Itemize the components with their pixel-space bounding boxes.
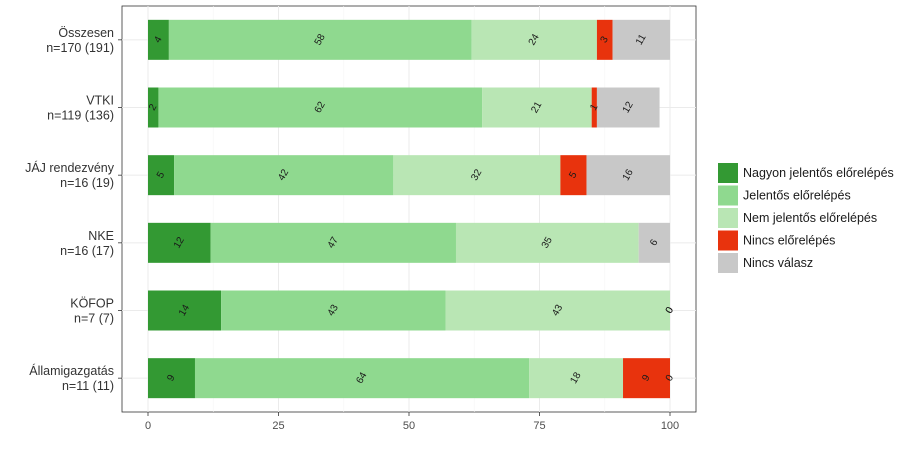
data-label: 12: [621, 100, 636, 116]
bar-segment: [148, 87, 159, 128]
bar-segment: [148, 155, 175, 196]
bar-segment: [158, 87, 483, 128]
bar-segment: [482, 87, 592, 128]
bar-segment: [221, 290, 446, 331]
x-axis: 0 25 50 75 100: [145, 412, 679, 432]
bar-segment: [210, 222, 456, 263]
data-label: 42: [276, 167, 291, 183]
data-label: 3: [599, 34, 612, 45]
data-label: 32: [469, 167, 484, 183]
legend-label: Nincs előrelépés: [743, 234, 835, 248]
legend-swatch: [718, 163, 738, 183]
bar-segment: [586, 155, 670, 196]
data-label: 21: [529, 100, 544, 116]
data-label: 64: [354, 370, 369, 386]
data-label: 0: [664, 305, 677, 316]
bar-segment: [529, 358, 624, 399]
data-label: 9: [640, 373, 653, 384]
bar-segment: [194, 358, 530, 399]
data-label: 62: [313, 100, 328, 116]
bar-segment: [148, 290, 222, 331]
bar-segment: [596, 87, 660, 128]
bar-segment: [148, 19, 169, 60]
data-label: 43: [550, 303, 565, 319]
data-label: 0: [664, 373, 677, 384]
legend-label: Nagyon jelentős előrelépés: [743, 166, 894, 180]
bar-segment: [612, 19, 670, 60]
category-label: Összesen n=170 (191): [46, 26, 114, 55]
data-label: 16: [621, 167, 636, 183]
legend-swatch: [718, 230, 738, 251]
x-tick-label: 25: [272, 420, 284, 432]
category-label: JÁJ rendezvény n=16 (19): [25, 160, 115, 190]
bar-segment: [174, 155, 394, 196]
data-label: 43: [326, 303, 341, 319]
legend: Nagyon jelentős előrelépés Jelentős előre…: [718, 163, 894, 273]
data-label: 5: [567, 170, 580, 181]
x-tick-label: 75: [533, 420, 545, 432]
bar-segment: [623, 358, 670, 399]
data-label: 5: [155, 170, 168, 181]
y-axis: Összesen n=170 (191) VTKI n=119 (136) JÁJ re…: [25, 26, 122, 393]
data-label: 0: [664, 305, 677, 316]
data-label: 1: [588, 102, 601, 113]
x-tick-label: 0: [145, 420, 151, 432]
data-label: 4: [152, 34, 165, 45]
legend-label: Nem jelentős előrelépés: [743, 211, 877, 225]
bar-segment: [393, 155, 561, 196]
category-label: KÖFOP n=7 (7): [70, 297, 114, 326]
data-label: 35: [540, 235, 555, 251]
legend-label: Nincs válasz: [743, 256, 813, 270]
bar-segment: [455, 222, 639, 263]
legend-swatch: [718, 208, 738, 228]
bar-segment: [445, 290, 670, 331]
bar-segment: [471, 19, 597, 60]
legend-label: Jelentős előrelépés: [743, 189, 851, 203]
data-label: 18: [568, 370, 583, 386]
x-tick-label: 50: [403, 420, 415, 432]
bar-segment: [148, 358, 195, 399]
category-label: Államigazgatás n=11 (11): [29, 363, 114, 393]
data-label: 24: [527, 32, 542, 48]
category-label: NKE n=16 (17): [60, 229, 114, 258]
data-label: 12: [172, 235, 187, 251]
bar-segment: [148, 222, 211, 263]
data-label: 47: [326, 235, 341, 251]
bar-segment: [591, 87, 597, 128]
legend-swatch: [718, 253, 738, 273]
data-label: 2: [147, 102, 160, 113]
data-label: 14: [177, 303, 192, 319]
bar-segment: [560, 155, 587, 196]
category-label: VTKI n=119 (136): [47, 94, 114, 123]
bar-segment: [596, 19, 613, 60]
legend-swatch: [718, 185, 738, 206]
data-label: 6: [648, 237, 661, 248]
bar-segment: [638, 222, 670, 263]
bars: [148, 19, 670, 399]
data-label: 9: [165, 373, 178, 384]
bar-segment: [168, 19, 472, 60]
data-label: 58: [313, 32, 328, 48]
x-tick-label: 100: [661, 420, 679, 432]
